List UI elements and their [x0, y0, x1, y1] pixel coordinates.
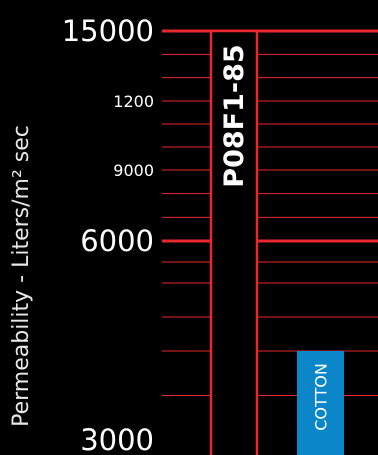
y-tick-label-3000: 3000: [80, 423, 154, 455]
bar-cotton: [297, 351, 344, 455]
bar-label-cotton: COTTON: [312, 363, 331, 431]
bar-p08f1-85: [209, 29, 259, 455]
gridlines: [162, 29, 378, 396]
y-tick-label-9000: 9000: [113, 161, 154, 180]
y-axis-label: Permeability - Liters/m² sec: [9, 125, 34, 427]
bar-label-p08f1-85: P08F1-85: [219, 44, 250, 187]
y-tick-labels: 15000 1200 9000 6000 3000: [62, 14, 154, 455]
y-tick-label-6000: 6000: [80, 224, 154, 258]
y-tick-label-15000: 15000: [62, 14, 154, 48]
bars: P08F1-85 COTTON: [209, 29, 344, 455]
y-tick-label-1200: 1200: [113, 92, 154, 111]
